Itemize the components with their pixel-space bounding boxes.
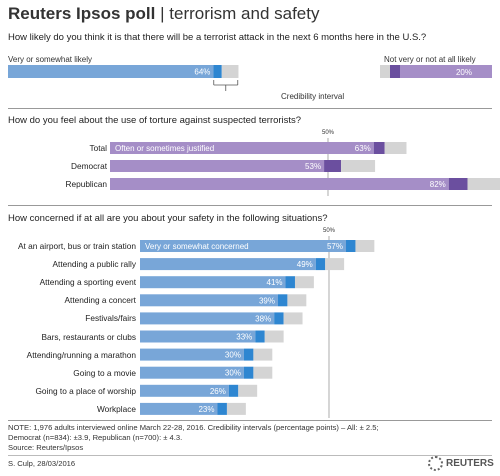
concern-reference-label: 50% xyxy=(323,228,336,234)
concern-row-3-label: Attending a sporting event xyxy=(39,277,136,288)
concern-row-4-label: Attending a concert xyxy=(64,295,137,306)
concern-row-6-label: Bars, restaurants or clubs xyxy=(41,331,136,342)
concern-row-4-ci-low xyxy=(277,294,288,307)
concern-row-5-ci-low xyxy=(274,312,284,325)
credibility-interval-label: Credibility interval xyxy=(281,92,345,101)
concern-row-8-ci-high xyxy=(253,366,273,379)
concern-row-1-series-label: Very or somewhat concerned xyxy=(145,242,249,251)
title-separator: | xyxy=(160,4,165,23)
note-source: Source: Reuters/Ipsos xyxy=(8,443,84,452)
concern-row-10-bar xyxy=(140,402,218,415)
concern-row-9-bar xyxy=(140,384,229,397)
question-3: How concerned if at all are you about yo… xyxy=(8,213,328,224)
concern-row-2-value-label: 49% xyxy=(297,260,313,269)
likely-ci-high xyxy=(221,65,239,78)
concern-row-5-label: Festivals/fairs xyxy=(85,313,136,324)
concern-row-4-value-label: 39% xyxy=(259,296,275,305)
torture-republican-ci-low xyxy=(448,178,468,190)
likely-ci-low xyxy=(213,65,222,78)
not-likely-bar xyxy=(400,65,492,78)
concern-row-6-ci-low xyxy=(255,330,265,343)
torture-total-ci-high xyxy=(384,142,407,154)
torture-democrat-value-label: 53% xyxy=(305,162,321,171)
concern-row-9-ci-high xyxy=(238,384,258,397)
torture-republican-value-label: 82% xyxy=(430,180,446,189)
concern-row-5-bar xyxy=(140,312,275,325)
concern-row-3-bar xyxy=(140,276,286,289)
likely-value-label: 64% xyxy=(194,68,210,77)
torture-democrat-ci-high xyxy=(341,160,376,172)
divider-2 xyxy=(8,205,492,206)
concern-row-8-bar xyxy=(140,366,244,379)
reuters-logo-text: REUTERS xyxy=(446,458,494,470)
concern-row-7-value-label: 30% xyxy=(225,351,241,360)
brand-title: Reuters Ipsos poll xyxy=(8,4,156,23)
torture-total-value-label: 63% xyxy=(355,144,371,153)
concern-row-1-bar xyxy=(140,240,347,252)
not-likely-ci xyxy=(390,65,400,78)
concern-row-10-ci-high xyxy=(226,402,246,415)
note-line-1: NOTE: 1,976 adults interviewed online Ma… xyxy=(8,423,379,432)
concern-row-2-bar xyxy=(140,258,316,271)
torture-reference-label: 50% xyxy=(322,130,335,136)
concern-row-8-value-label: 30% xyxy=(225,369,241,378)
torture-total-series-label: Often or sometimes justified xyxy=(115,144,214,153)
torture-total-bar xyxy=(110,142,374,154)
torture-republican-ci-high xyxy=(467,178,500,190)
concern-row-2-label: Attending a public rally xyxy=(52,259,136,270)
divider-3 xyxy=(8,420,492,421)
likely-label: Very or somewhat likely xyxy=(8,55,93,64)
not-likely-ci-left xyxy=(380,65,390,78)
likely-bar xyxy=(8,65,214,78)
torture-democrat-ci-low xyxy=(324,160,342,172)
concern-row-8-ci-low xyxy=(243,366,254,379)
concern-row-2-ci-low xyxy=(315,258,326,271)
concern-row-7-bar xyxy=(140,348,244,361)
concern-row-4-ci-high xyxy=(287,294,307,307)
not-likely-value-label: 20% xyxy=(456,68,472,77)
concern-row-3-ci-low xyxy=(285,276,295,289)
concern-row-4-bar xyxy=(140,294,278,307)
page-title: Reuters Ipsos poll | terrorism and safet… xyxy=(8,4,320,24)
concern-row-10-label: Workplace xyxy=(96,403,136,414)
concern-row-8-label: Going to a movie xyxy=(73,367,136,378)
concern-row-3-ci-high xyxy=(294,276,314,289)
concern-row-1-label: At an airport, bus or train station xyxy=(17,241,136,251)
note-line-2: Democrat (n=834): ±3.9, Republican (n=70… xyxy=(8,433,183,442)
concern-row-6-value-label: 33% xyxy=(236,333,252,342)
concern-row-9-label: Going to a place of worship xyxy=(35,385,136,396)
torture-total-ci-low xyxy=(373,142,385,154)
concern-row-5-value-label: 38% xyxy=(255,314,271,323)
question-2: How do you feel about the use of torture… xyxy=(8,115,302,126)
concern-row-7-ci-high xyxy=(253,348,273,361)
reuters-logo: REUTERS xyxy=(428,456,494,471)
torture-democrat-bar xyxy=(110,160,325,172)
question-1: How likely do you think it is that there… xyxy=(8,32,427,43)
concern-row-3-value-label: 41% xyxy=(267,278,283,287)
concern-row-6-bar xyxy=(140,330,256,343)
torture-label-republican: Republican xyxy=(65,179,107,189)
concern-row-2-ci-high xyxy=(325,258,345,271)
torture-republican-bar xyxy=(110,178,449,190)
concern-row-5-ci-high xyxy=(283,312,303,325)
concern-row-7-ci-low xyxy=(243,348,254,361)
torture-label-democrat: Democrat xyxy=(71,161,107,171)
divider-1 xyxy=(8,108,492,109)
concern-row-1-ci-low xyxy=(346,240,356,252)
title-subtitle: terrorism and safety xyxy=(169,4,320,23)
concern-row-1-ci-high xyxy=(355,240,375,252)
concern-row-10-value-label: 23% xyxy=(198,405,214,414)
concern-row-10-ci-low xyxy=(217,402,227,415)
concern-row-6-ci-high xyxy=(264,330,284,343)
reuters-logo-icon xyxy=(428,456,443,471)
concern-row-9-value-label: 26% xyxy=(210,387,226,396)
concern-row-1-value-label: 57% xyxy=(327,242,343,251)
not-likely-label: Not very or not at all likely xyxy=(384,55,476,64)
divider-4 xyxy=(8,455,492,456)
concern-row-7-label: Attending/running a marathon xyxy=(26,349,136,360)
concern-row-9-ci-low xyxy=(228,384,239,397)
credit: S. Culp, 28/03/2016 xyxy=(8,459,76,468)
torture-label-total: Total xyxy=(89,143,107,153)
